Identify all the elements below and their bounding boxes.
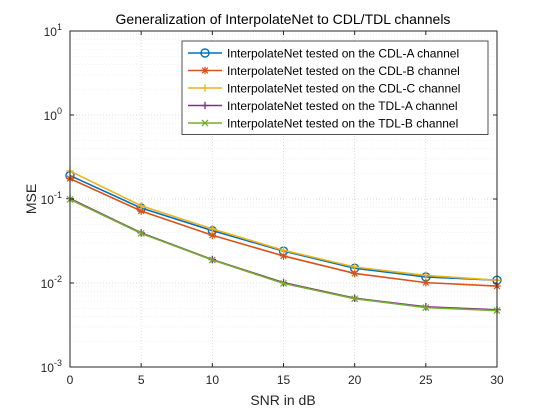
data-point bbox=[422, 304, 430, 312]
data-point bbox=[351, 295, 359, 303]
legend-marker bbox=[201, 119, 209, 127]
legend-label: InterpolateNet tested on the CDL-B chann… bbox=[227, 64, 460, 78]
axis-ticks: 0 5 10 15 20 25 30 10-3 10-2 10-1 100 101 bbox=[41, 22, 504, 387]
legend-entry: InterpolateNet tested on the TDL-A chann… bbox=[188, 99, 458, 113]
legend-marker bbox=[200, 48, 210, 58]
legend-marker bbox=[201, 66, 209, 75]
data-point bbox=[279, 246, 288, 255]
data-point bbox=[280, 279, 287, 287]
legend-label: InterpolateNet tested on the TDL-B chann… bbox=[227, 117, 458, 131]
y-tick-label: 100 bbox=[44, 106, 62, 123]
series-2 bbox=[66, 174, 501, 290]
x-tick-label: 0 bbox=[67, 373, 74, 387]
data-point bbox=[422, 278, 430, 287]
y-tick-label: 10-1 bbox=[41, 190, 62, 207]
y-axis-title: MSE bbox=[23, 184, 39, 214]
data-point bbox=[137, 207, 145, 215]
data-point bbox=[208, 231, 217, 240]
x-tick-label: 15 bbox=[277, 373, 291, 387]
legend-marker bbox=[201, 101, 209, 110]
legend-entry: InterpolateNet tested on the CDL-B chann… bbox=[188, 64, 460, 78]
data-point bbox=[137, 201, 145, 210]
legend-label: InterpolateNet tested on the CDL-C chann… bbox=[227, 82, 460, 96]
data-point bbox=[279, 252, 288, 260]
y-tick-label: 10-3 bbox=[41, 358, 62, 375]
data-point bbox=[137, 229, 145, 237]
data-point bbox=[422, 271, 430, 280]
legend-entry: InterpolateNet tested on the CDL-A chann… bbox=[188, 47, 459, 61]
x-tick-label: 20 bbox=[348, 373, 362, 387]
legend-label: InterpolateNet tested on the TDL-A chann… bbox=[227, 99, 458, 113]
legend-marker bbox=[201, 84, 209, 92]
y-tick-label: 101 bbox=[44, 22, 62, 39]
legend-label: InterpolateNet tested on the CDL-A chann… bbox=[227, 47, 459, 61]
data-point bbox=[350, 269, 359, 278]
x-tick-label: 10 bbox=[206, 373, 220, 387]
legend-box bbox=[181, 40, 489, 135]
legend: InterpolateNet tested on the CDL-A chann… bbox=[181, 40, 489, 135]
data-point bbox=[208, 256, 216, 264]
legend-entry: InterpolateNet tested on the TDL-B chann… bbox=[188, 117, 458, 131]
x-tick-label: 30 bbox=[490, 373, 504, 387]
chart-title: Generalization of InterpolateNet to CDL/… bbox=[116, 11, 451, 27]
data-point bbox=[208, 225, 217, 233]
x-axis-title: SNR in dB bbox=[250, 392, 315, 408]
legend-entry: InterpolateNet tested on the CDL-C chann… bbox=[188, 82, 460, 96]
data-point bbox=[350, 263, 359, 271]
y-tick-label: 10-2 bbox=[41, 274, 62, 291]
x-tick-label: 25 bbox=[419, 373, 433, 387]
series-layer bbox=[65, 167, 502, 315]
x-tick-label: 5 bbox=[138, 373, 145, 387]
